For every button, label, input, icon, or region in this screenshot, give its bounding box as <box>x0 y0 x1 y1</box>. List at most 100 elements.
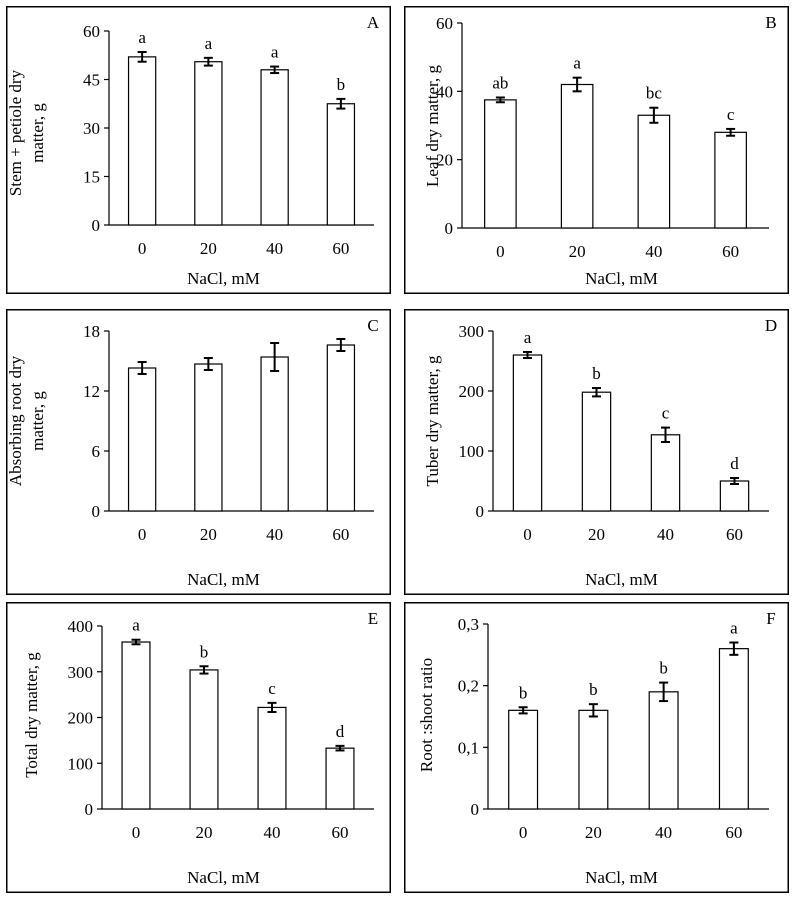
y-axis-label-line: Tuber dry matter, g <box>423 355 442 486</box>
bar <box>508 709 539 810</box>
panel-letter: C <box>367 316 378 335</box>
x-tick-label: 60 <box>722 242 739 261</box>
significance-letter: b <box>589 680 598 699</box>
significance-letter: c <box>727 105 735 124</box>
x-tick-label: 0 <box>519 823 528 842</box>
bar <box>512 354 543 512</box>
y-tick-label: 60 <box>436 14 453 33</box>
panel-f: F 0 0,1 0,2 0,3 b 0 b 20 b 40 a 60 NaCl, mM Root :shoo… <box>404 602 789 893</box>
x-axis-label: NaCl, mM <box>187 570 260 589</box>
x-tick-label: 40 <box>645 242 662 261</box>
x-tick-label: 40 <box>657 525 674 544</box>
bar <box>127 367 157 512</box>
x-tick-label: 0 <box>138 239 147 258</box>
y-tick-label: 40 <box>436 82 453 101</box>
y-axis-label-line: Leaf dry matter, g <box>423 64 442 187</box>
x-axis-label: NaCl, mM <box>187 269 260 288</box>
y-tick-label: 200 <box>459 382 485 401</box>
bar <box>560 83 594 229</box>
bar <box>326 344 356 512</box>
y-tick-label: 300 <box>459 322 485 341</box>
y-tick-label: 0,1 <box>458 738 479 757</box>
y-tick-label: 18 <box>83 322 100 341</box>
y-tick-label: 0 <box>85 800 94 819</box>
bar <box>325 747 355 810</box>
y-tick-label: 400 <box>68 617 94 636</box>
panel-e: E 0 100 200 300 400 a 0 b 20 c 40 d 60 NaCl, mM Total d… <box>6 602 391 893</box>
panel-frame <box>6 309 391 595</box>
y-axis-label-line: Root :shoot ratio <box>417 658 436 772</box>
x-axis-label: NaCl, mM <box>585 868 658 887</box>
x-tick-label: 20 <box>585 823 602 842</box>
significance-letter: bc <box>646 84 663 103</box>
y-tick-label: 20 <box>436 151 453 170</box>
x-axis-label: NaCl, mM <box>585 269 658 288</box>
panel-letter: E <box>368 609 378 628</box>
bar <box>484 99 517 229</box>
bar <box>326 103 356 226</box>
significance-letter: a <box>132 616 140 635</box>
bar <box>194 61 223 226</box>
chart-svg: C 0 6 12 18 0 20 40 60 NaCl, mM Absorbing root dry… <box>6 309 391 595</box>
panel-a: A 0 15 30 45 60 a 0 a 20 a 40 b 60 NaCl, mM Stem + peti… <box>6 6 391 294</box>
y-axis-label: Leaf dry matter, g <box>423 64 442 187</box>
significance-letter: a <box>271 43 279 62</box>
y-tick-label: 0 <box>476 502 485 521</box>
x-tick-label: 0 <box>138 525 147 544</box>
bar <box>578 709 609 810</box>
panel-d: D 0 100 200 300 a 0 b 20 c 40 d 60 NaCl, mM Tuber dry … <box>404 309 789 595</box>
x-tick-label: 60 <box>726 525 743 544</box>
y-axis-label: Total dry matter, g <box>22 652 41 778</box>
x-tick-label: 20 <box>569 242 586 261</box>
significance-letter: b <box>519 683 528 702</box>
panel-letter: A <box>367 13 380 32</box>
bar <box>718 648 749 810</box>
panel-frame <box>6 602 391 893</box>
bar <box>121 641 151 810</box>
significance-letter: c <box>268 679 276 698</box>
y-tick-label: 0 <box>92 502 101 521</box>
y-axis-label: Stem + petiole dry matter, g <box>6 69 47 196</box>
y-tick-label: 15 <box>83 168 100 187</box>
bar <box>719 480 750 512</box>
x-tick-label: 20 <box>200 525 217 544</box>
y-axis-label: Root :shoot ratio <box>417 658 436 772</box>
x-tick-label: 20 <box>200 239 217 258</box>
bar <box>194 363 223 512</box>
panel-b: B 0 20 40 60 ab 0 a 20 bc 40 c 60 NaCl, mM Leaf dry ma… <box>404 6 789 294</box>
significance-letter: c <box>662 404 670 423</box>
bar <box>127 56 157 226</box>
bar <box>189 669 219 810</box>
bar <box>257 706 287 810</box>
bar <box>714 131 747 229</box>
x-tick-label: 40 <box>266 525 283 544</box>
y-axis-label: Tuber dry matter, g <box>423 355 442 486</box>
y-tick-label: 0 <box>92 216 101 235</box>
x-tick-label: 60 <box>332 239 349 258</box>
x-tick-label: 40 <box>264 823 281 842</box>
x-tick-label: 60 <box>332 525 349 544</box>
x-tick-label: 0 <box>523 525 532 544</box>
y-tick-label: 100 <box>68 754 94 773</box>
significance-letter: ab <box>492 73 508 92</box>
y-tick-label: 300 <box>68 663 94 682</box>
significance-letter: a <box>138 28 146 47</box>
bar <box>648 691 679 810</box>
y-axis-label-line: Absorbing root dry <box>6 355 25 486</box>
chart-svg: B 0 20 40 60 ab 0 a 20 bc 40 c 60 NaCl, mM Leaf dry ma… <box>404 6 789 294</box>
x-axis-label: NaCl, mM <box>585 570 658 589</box>
x-tick-label: 0 <box>132 823 141 842</box>
bar <box>260 69 289 226</box>
significance-letter: b <box>200 642 209 661</box>
chart-svg: A 0 15 30 45 60 a 0 a 20 a 40 b 60 NaCl, mM Stem + peti… <box>6 6 391 294</box>
x-tick-label: 60 <box>332 823 349 842</box>
panel-letter: F <box>766 609 775 628</box>
y-tick-label: 100 <box>459 442 485 461</box>
y-axis-label-line: Total dry matter, g <box>22 652 41 778</box>
y-axis-label-line: Stem + petiole dry <box>6 69 25 196</box>
x-tick-label: 0 <box>496 242 505 261</box>
x-tick-label: 40 <box>266 239 283 258</box>
panel-c: C 0 6 12 18 0 20 40 60 NaCl, mM Absorbing root dry… <box>6 309 391 595</box>
y-tick-label: 0,3 <box>458 615 479 634</box>
bar <box>650 434 681 512</box>
